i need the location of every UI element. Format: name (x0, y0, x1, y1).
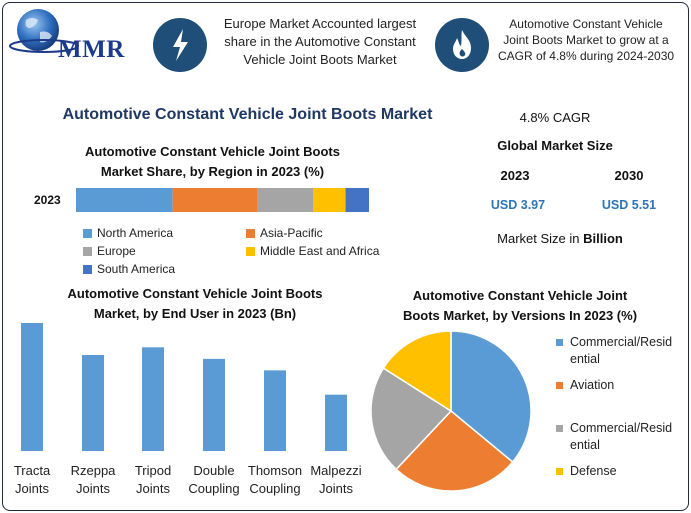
market-size-unit: Market Size in Billion (470, 231, 650, 246)
end-user-bar-malpezzi-joints (325, 394, 347, 451)
lightning-bolt-icon (153, 18, 207, 72)
end-user-bar-tracta-joints (21, 323, 43, 451)
end-user-tick-label-rzeppa-joints: Rzeppa Joints (70, 463, 116, 496)
region-legend-item-asia-pacific: Asia-Pacific (246, 226, 323, 240)
legend-swatch (556, 382, 563, 389)
pie-slice-4-defense (382, 330, 452, 413)
legend-swatch (556, 468, 563, 475)
pie-slice-2-aviation (395, 409, 514, 492)
end-user-chart-title: Automotive Constant Vehicle Joint Boots … (67, 286, 323, 321)
region-legend-item-middle-east-and-africa: Middle East and Africa (246, 244, 379, 258)
end-user-tick-label-double-coupling: Double Coupling (188, 463, 240, 496)
legend-label: Aviation (570, 378, 615, 392)
legend-label: South America (97, 262, 176, 276)
region-chart-title: Automotive Constant Vehicle Joint Boots … (85, 144, 340, 179)
legend-swatch (556, 339, 563, 346)
year-2030-label: 2030 (614, 168, 644, 183)
end-user-tick-label-thomson-coupling: Thomson Coupling (247, 463, 303, 496)
end-user-bar-rzeppa-joints (82, 355, 104, 451)
legend-label: North America (97, 226, 174, 240)
value-2030: USD 5.51 (601, 198, 657, 212)
legend-label: Defense (570, 464, 617, 478)
region-legend-item-europe: Europe (83, 244, 136, 258)
versions-legend-item-3: Commercial/Resid ential (556, 420, 684, 454)
region-segment-asia-pacific (172, 188, 258, 212)
legend-label: Europe (97, 244, 136, 258)
end-user-bar-chart (21, 323, 347, 451)
pie-slice-3-commercial-residential (370, 367, 453, 471)
versions-legend-item-4: Defense (556, 463, 684, 480)
highlight-europe-text: Europe Market Accounted largest share in… (223, 16, 417, 67)
legend-label: Commercial/Resid ential (570, 421, 673, 452)
legend-swatch (83, 264, 92, 274)
region-segment-north-america (76, 188, 173, 212)
versions-legend-item-2: Aviation (556, 377, 684, 394)
end-user-bar-double-coupling (203, 358, 225, 451)
region-segment-middle-east-and-africa (313, 188, 346, 212)
legend-swatch (556, 425, 563, 432)
value-2023: USD 3.97 (490, 198, 546, 212)
legend-swatch (246, 228, 255, 238)
legend-label: Middle East and Africa (260, 244, 380, 258)
end-user-tick-label-tracta-joints: Tracta Joints (13, 463, 51, 496)
legend-swatch (83, 246, 92, 256)
region-legend-item-north-america: North America (83, 226, 173, 240)
end-user-bar-tripod-joints (142, 347, 164, 451)
market-size-unit-bold: Billion (583, 231, 623, 246)
legend-swatch (246, 246, 255, 256)
region-stacked-bar-chart: 2023 (34, 188, 369, 212)
versions-pie-chart (370, 330, 532, 492)
highlight-cagr-text: Automotive Constant Vehicle Joint Boots … (497, 17, 675, 63)
end-user-tick-label-malpezzi-joints: Malpezzi Joints (310, 463, 362, 496)
global-market-size-title: Global Market Size (497, 138, 613, 153)
market-size-unit-prefix: Market Size in (497, 231, 584, 246)
end-user-bar-thomson-coupling (264, 370, 286, 451)
end-user-tick-label-tripod-joints: Tripod Joints (134, 463, 172, 496)
cagr-label: 4.8% CAGR (519, 110, 591, 125)
logo: MMR (8, 6, 138, 68)
versions-legend-item-1: Commercial/Resid ential (556, 334, 684, 368)
legend-label: Commercial/Resid ential (570, 335, 673, 366)
legend-label: Asia-Pacific (260, 226, 323, 240)
flame-icon (435, 18, 489, 72)
legend-swatch (83, 228, 92, 238)
globe-icon (9, 9, 79, 53)
region-segment-europe (257, 188, 314, 212)
pie-slice-1-commercial-residential (450, 330, 532, 464)
versions-chart-title: Automotive Constant Vehicle Joint Boots … (402, 288, 638, 323)
main-title: Automotive Constant Vehicle Joint Boots … (62, 106, 433, 123)
year-2023-label: 2023 (500, 168, 530, 183)
region-segment-south-america (345, 188, 369, 212)
logo-text: MMR (58, 36, 125, 63)
region-legend-item-south-america: South America (83, 262, 175, 276)
region-year-tick-label: 2023 (34, 193, 61, 207)
